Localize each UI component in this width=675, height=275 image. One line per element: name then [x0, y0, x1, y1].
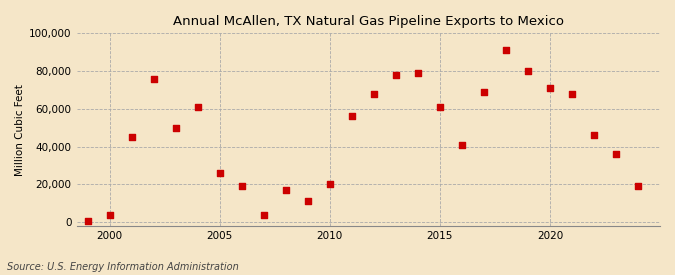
Point — [192, 105, 203, 109]
Point — [170, 125, 181, 130]
Point — [479, 90, 489, 94]
Point — [611, 152, 622, 156]
Point — [148, 76, 159, 81]
Point — [522, 69, 533, 73]
Point — [259, 212, 269, 217]
Point — [545, 86, 556, 90]
Point — [390, 73, 401, 77]
Point — [566, 92, 577, 96]
Text: Source: U.S. Energy Information Administration: Source: U.S. Energy Information Administ… — [7, 262, 238, 272]
Point — [302, 199, 313, 204]
Point — [82, 219, 93, 223]
Point — [589, 133, 599, 138]
Point — [126, 135, 137, 139]
Point — [412, 71, 423, 75]
Y-axis label: Million Cubic Feet: Million Cubic Feet — [15, 84, 25, 175]
Point — [324, 182, 335, 186]
Point — [214, 171, 225, 175]
Point — [435, 105, 446, 109]
Point — [456, 142, 467, 147]
Point — [369, 92, 379, 96]
Point — [280, 188, 291, 192]
Point — [632, 184, 643, 188]
Point — [346, 114, 357, 119]
Point — [104, 212, 115, 217]
Point — [500, 48, 511, 53]
Title: Annual McAllen, TX Natural Gas Pipeline Exports to Mexico: Annual McAllen, TX Natural Gas Pipeline … — [173, 15, 564, 28]
Point — [236, 184, 247, 188]
